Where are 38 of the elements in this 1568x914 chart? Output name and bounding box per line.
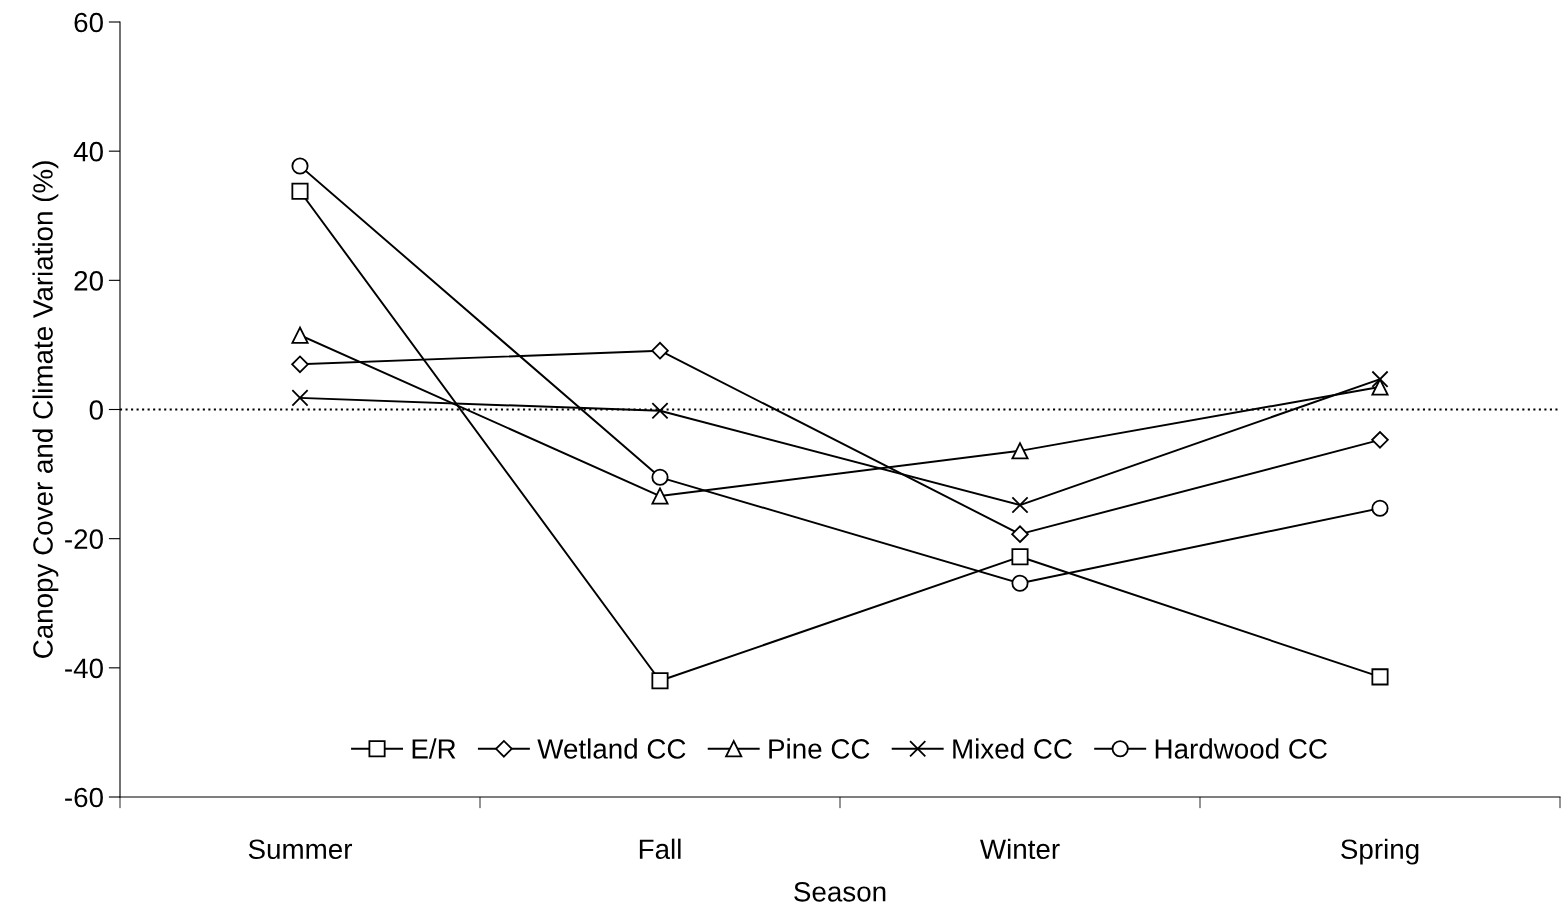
y-tick-label: 40 [73,141,103,162]
point [651,341,669,360]
y-axis-title: Canopy Cover and Climate Variation (%) [32,161,59,658]
legend-label: Mixed CC [953,738,1072,759]
legend-label: Wetland CC [537,738,686,759]
point [1371,378,1389,396]
x-tick-label: Spring [1341,838,1419,865]
point [291,389,309,407]
x-tick-label: Summer [248,839,353,860]
legend-label: E/R [412,738,456,759]
point [1371,499,1389,517]
point [651,402,669,420]
point [651,487,669,505]
point [291,326,309,344]
point [1371,668,1389,686]
point [651,468,669,486]
point [291,355,309,374]
x-axis-title: Season [794,881,886,902]
point [1011,496,1029,514]
y-tick-label: -60 [65,787,103,808]
y-tick-label: 60 [74,12,103,33]
point [291,157,309,175]
point [1011,525,1029,543]
point [1011,548,1029,566]
point [651,672,669,690]
legend-label: Pine CC [769,738,870,759]
legend-label: Hardwood CC [1155,738,1327,759]
y-tick-label: -40 [65,658,103,679]
y-tick-label: -20 [65,529,103,550]
x-tick-label: Fall [639,838,681,860]
point [1371,431,1389,449]
y-tick-label: 0 [89,400,103,420]
point [1011,574,1029,592]
y-tick-label: 20 [74,271,103,291]
point [1371,370,1389,388]
x-tick-label: Winter [980,838,1060,860]
point [1011,442,1029,460]
point [291,182,309,200]
